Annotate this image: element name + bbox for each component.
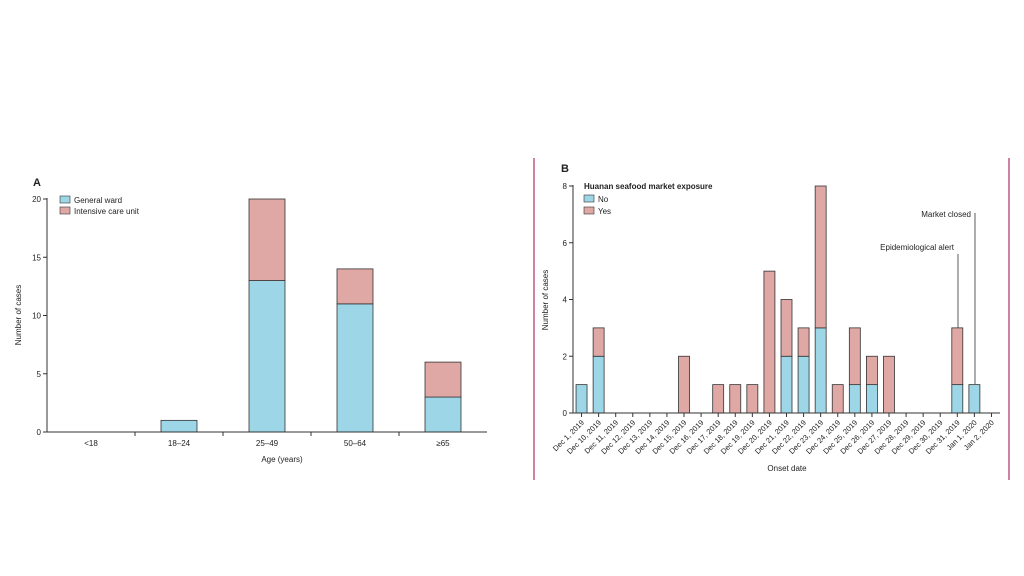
annotation-text-alert: Epidemiological alert (880, 243, 955, 252)
bar-dec-19-2019-yes (746, 384, 759, 414)
y-tick-label: 4 (563, 296, 568, 305)
legend-label-icu: Intensive care unit (74, 207, 140, 216)
bar-dec-31-2019-yes (951, 327, 964, 386)
bar-dec-23-2019-yes (814, 185, 827, 329)
bar-dec-24-2019-yes (831, 384, 844, 414)
bar-dec-10-2019-no (592, 355, 605, 414)
legend-label-no: No (598, 195, 609, 204)
bar-dec-25-2019-yes (848, 327, 861, 386)
x-tick-label: ≥65 (436, 439, 450, 448)
panel-b-y-label: Number of cases (541, 270, 550, 330)
panel-a-x-label: Age (years) (261, 455, 303, 464)
legend-label-general-ward: General ward (74, 196, 122, 205)
legend-label-yes: Yes (598, 207, 611, 216)
bar-dec-22-2019-no (797, 355, 810, 414)
legend-swatch-general-ward (59, 195, 71, 204)
annotation-text-market-closed: Market closed (921, 210, 971, 219)
panel-a-letter: A (33, 177, 41, 189)
panel-a-y-ticks: 0 5 10 15 20 (32, 195, 47, 437)
bar-dec-17-2019-yes (712, 384, 725, 414)
y-tick-label: 2 (563, 352, 568, 361)
bar-25-49-general-ward (248, 280, 286, 433)
panel-b-y-ticks: 0 2 4 6 8 (563, 182, 573, 418)
bar-50-64-general-ward (336, 303, 374, 433)
y-tick-label: 15 (32, 253, 41, 262)
panel-b-x-label: Onset date (767, 464, 807, 473)
bar-dec-31-2019-no (951, 384, 964, 414)
bar-dec-21-2019-yes (780, 299, 793, 357)
legend-title-market-exposure: Huanan seafood market exposure (584, 182, 713, 191)
bar-dec-15-2019-yes (678, 355, 690, 414)
panel-a-y-label: Number of cases (14, 285, 23, 345)
y-tick-label: 6 (563, 239, 568, 248)
x-tick-label: 18–24 (168, 439, 191, 448)
y-tick-label: 0 (37, 428, 42, 437)
x-tick-label: 50–64 (344, 439, 367, 448)
x-tick-label: <18 (84, 439, 98, 448)
bar-dec-25-2019-no (848, 384, 861, 414)
y-tick-label: 10 (32, 312, 41, 321)
annotation-market-closed: Market closed (921, 210, 976, 384)
bar-dec-23-2019-no (814, 327, 827, 414)
panel-b-legend: Huanan seafood market exposure No Yes (583, 182, 713, 216)
bar-dec-20-2019-yes (763, 270, 776, 414)
bar-jan-1-2020-no (968, 384, 981, 414)
panel-b-letter: B (561, 163, 569, 175)
panel-a-legend: General ward Intensive care unit (59, 195, 140, 216)
bar-dec-10-2019-yes (592, 327, 605, 357)
bar-dec-26-2019-yes (866, 355, 878, 386)
y-tick-label: 0 (563, 409, 568, 418)
bar-dec-26-2019-no (866, 384, 878, 414)
bar-18-24-general-ward (160, 419, 198, 433)
legend-swatch-no (583, 194, 595, 203)
bar-dec-27-2019-yes (883, 355, 895, 414)
bar-dec-22-2019-yes (797, 327, 810, 357)
panel-a: A 0 5 10 15 20 <18 18–24 25–49 50–64 ≥65 Age (ye… (14, 177, 487, 464)
bar-dec-21-2019-no (780, 355, 793, 414)
annotation-epidemiological-alert: Epidemiological alert (880, 243, 959, 328)
legend-swatch-yes (583, 206, 595, 215)
y-tick-label: 8 (563, 182, 568, 191)
bar-dec-18-2019-yes (729, 384, 742, 414)
y-tick-label: 20 (32, 195, 41, 204)
bar-50-64-intensive-care-unit (336, 268, 374, 305)
panel-b-bars (575, 185, 981, 414)
y-tick-label: 5 (37, 370, 42, 379)
panel-a-bars (160, 198, 462, 433)
legend-swatch-icu (59, 206, 71, 215)
bar-65-intensive-care-unit (424, 361, 462, 398)
bar-65-general-ward (424, 396, 462, 433)
bar-dec-1-2019-no (575, 384, 588, 414)
panel-a-x-ticks: <18 18–24 25–49 50–64 ≥65 (84, 432, 450, 448)
x-tick-label: 25–49 (256, 439, 279, 448)
bar-25-49-intensive-care-unit (248, 198, 286, 281)
